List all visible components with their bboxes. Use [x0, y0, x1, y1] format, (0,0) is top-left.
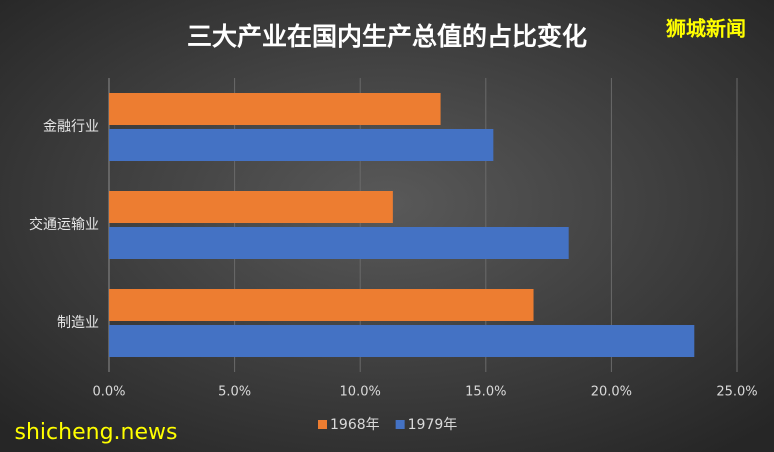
chart-title: 三大产业在国内生产总值的占比变化	[187, 22, 587, 51]
y-tick-label: 金融行业	[43, 119, 99, 135]
legend-swatch	[395, 420, 405, 429]
x-tick-label: 25.0%	[716, 385, 757, 400]
x-tick-label: 20.0%	[591, 385, 632, 400]
watermark: 狮城新闻	[666, 17, 746, 41]
legend-label: 1979年	[408, 417, 458, 433]
x-tick-label: 15.0%	[465, 385, 506, 400]
y-tick-label: 制造业	[57, 315, 99, 331]
watermark: shicheng.news	[15, 420, 178, 445]
legend-label: 1968年	[330, 417, 380, 433]
bar	[109, 227, 569, 259]
y-tick-label: 交通运输业	[29, 216, 99, 233]
bar	[109, 129, 494, 161]
x-tick-label: 5.0%	[218, 385, 251, 400]
x-tick-label: 0.0%	[92, 385, 125, 400]
legend-swatch	[318, 420, 327, 429]
bar	[109, 93, 441, 125]
bar	[109, 325, 695, 357]
bar	[109, 191, 393, 223]
x-tick-label: 10.0%	[340, 385, 381, 400]
bar	[109, 289, 534, 321]
